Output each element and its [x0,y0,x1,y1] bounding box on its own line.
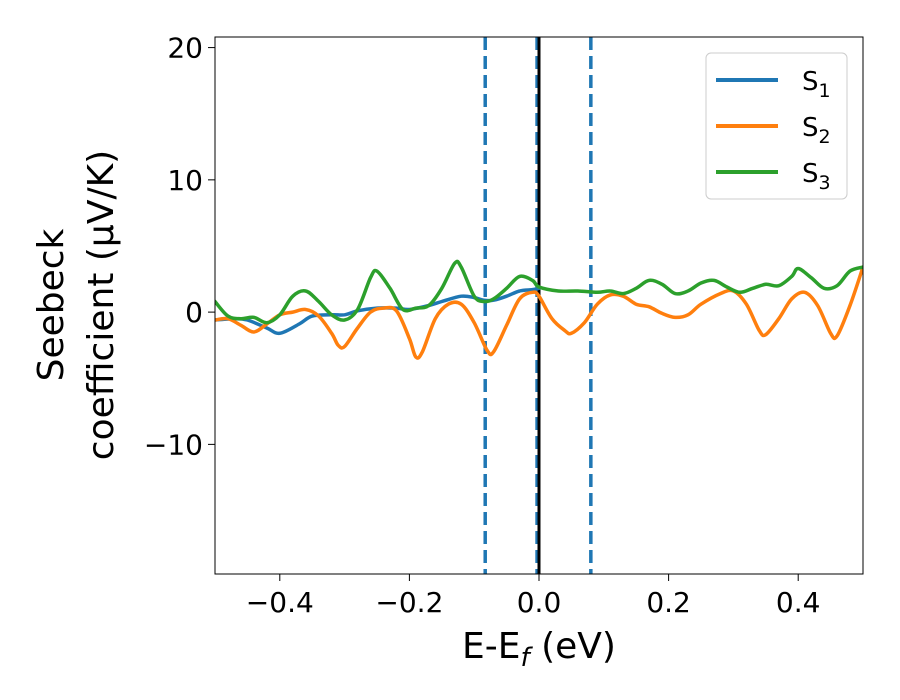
reference-lines [483,37,593,574]
legend-label-s2: S2 [802,113,831,148]
series-lines [215,259,863,360]
y-tick-label: 20 [167,32,203,65]
legend-label-s1: S1 [802,67,831,102]
x-tick-label: 0.2 [646,586,691,619]
x-tick-label: 0.0 [517,586,562,619]
series-line-s2 [215,265,863,360]
y-tick-label: −10 [144,428,203,461]
y-tick-label: 10 [167,164,203,197]
y-axis-label-line2: coefficient (μV/K) [81,150,122,460]
legend: S1 S2 S3 [705,52,848,200]
y-axis-ticks: −10 0 10 20 [144,32,215,461]
series-line-s3 [215,259,863,325]
y-axis-label-line1: Seebeck [31,228,72,381]
x-axis-ticks: −0.4 −0.2 0.0 0.2 0.4 [246,574,821,619]
series-line-s1 [215,286,541,336]
x-tick-label: 0.4 [776,586,821,619]
legend-label-s3: S3 [802,159,831,194]
x-tick-label: −0.4 [246,586,314,619]
y-axis-label: Seebeck coefficient (μV/K) [31,150,122,460]
y-tick-label: 0 [185,296,203,329]
x-axis-label: E-Ef (eV) [462,626,616,673]
x-tick-label: −0.2 [375,586,443,619]
